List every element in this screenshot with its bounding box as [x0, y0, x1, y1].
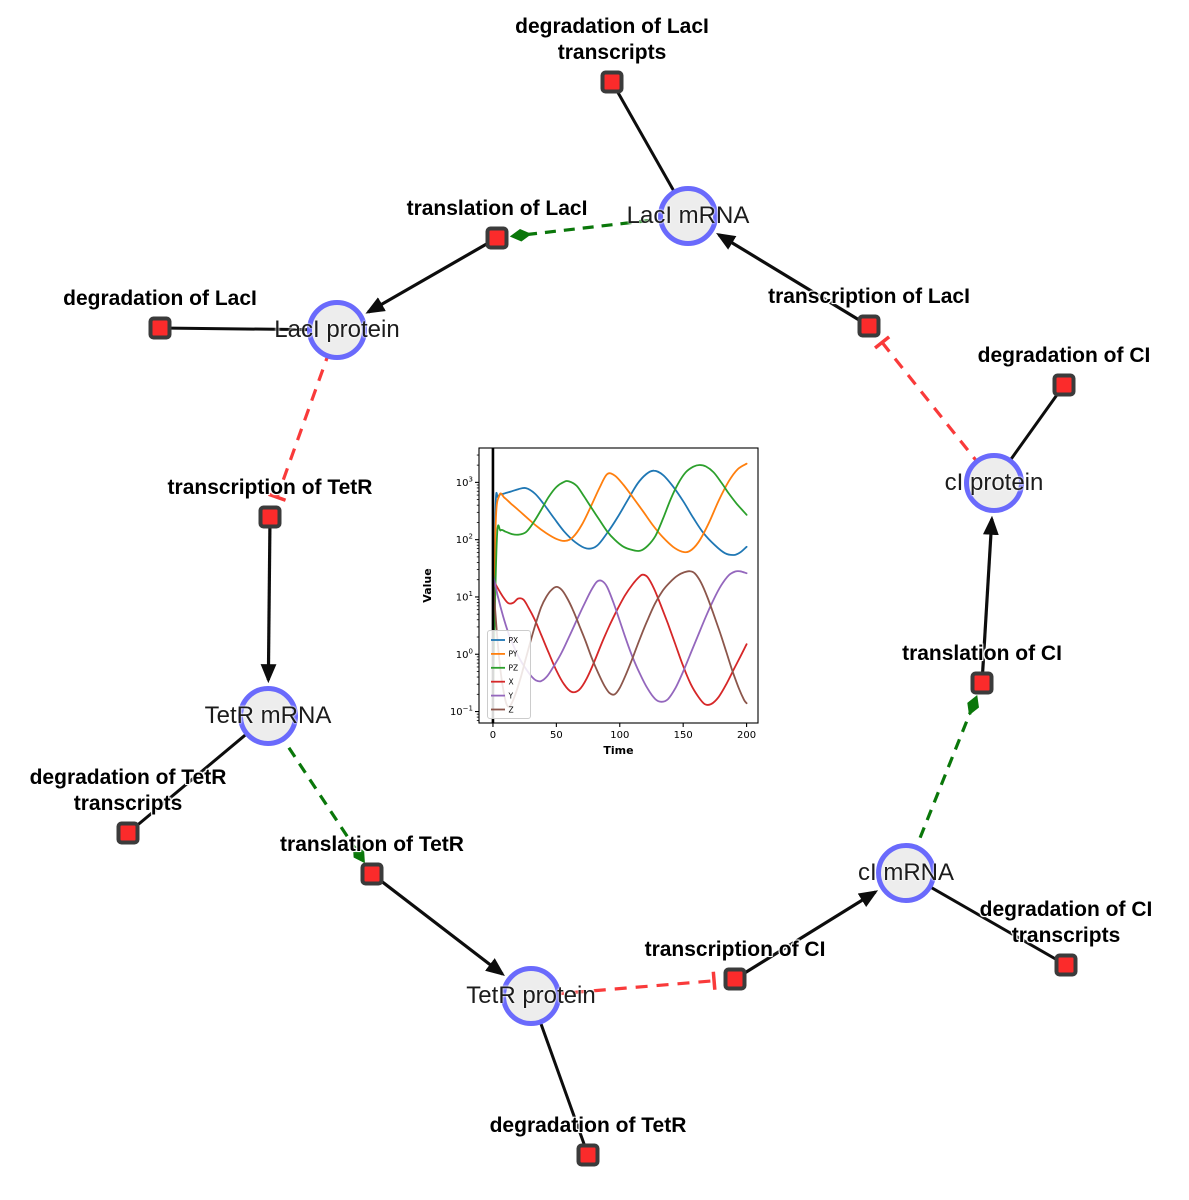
species-node-cI_protein[interactable]	[964, 453, 1024, 513]
reaction-node-transl_cI[interactable]	[970, 671, 994, 695]
legend-label-PY: PY	[509, 650, 518, 659]
reaction-label-transl_tetR: translation of TetR	[280, 833, 464, 856]
series-PZ	[492, 464, 748, 703]
species-node-tetR_mRNA[interactable]	[238, 686, 298, 746]
legend-label-Y: Y	[508, 691, 514, 700]
species-node-tetR_protein[interactable]	[501, 966, 561, 1026]
reaction-label-deg_lacI_tx: degradation of LacI transcripts	[515, 15, 709, 64]
reaction-node-deg_tetR[interactable]	[576, 1143, 600, 1167]
y-tick-label: 103	[456, 475, 473, 489]
reaction-label-deg_tetR: degradation of TetR	[489, 1114, 687, 1137]
series-X	[492, 573, 748, 706]
edge-production-txn_cI-cI_mRNA	[734, 890, 879, 981]
reaction-label-deg_cI: degradation of CI	[977, 344, 1151, 367]
reaction-label-txn_tetR: transcription of TetR	[167, 476, 373, 499]
series-PY	[492, 462, 748, 703]
legend-label-PX: PX	[509, 636, 519, 645]
edge-production-txn_lacI-lacI_mRNA	[716, 233, 870, 328]
reaction-node-txn_lacI[interactable]	[857, 314, 881, 338]
edge-production-transl_tetR-tetR_protein	[371, 872, 505, 977]
reaction-label-txn_lacI: transcription of LacI	[768, 285, 970, 308]
species-label-tetR_mRNA: TetR mRNA	[204, 702, 332, 729]
edge-inhibition-txn_cI-tetR_protein	[530, 971, 717, 998]
plot-frame	[478, 447, 759, 724]
plot-legend: PX PY PZ XYZ	[487, 630, 531, 719]
reaction-node-txn_cI[interactable]	[723, 967, 747, 991]
species-label-lacI_mRNA: LacI mRNA	[626, 202, 750, 229]
reaction-node-deg_lacI_tx[interactable]	[600, 70, 624, 94]
species-node-lacI_protein[interactable]	[307, 300, 367, 360]
reaction-label-transl_lacI: translation of LacI	[406, 197, 588, 220]
reaction-label-deg_tetR_tx: degradation of TetR transcripts	[29, 766, 227, 815]
legend-box	[487, 630, 531, 719]
x-tick-label: 100	[610, 730, 629, 741]
edge-production-transl_lacI-lacI_protein	[365, 236, 498, 314]
species-label-cI_protein: cI protein	[944, 469, 1044, 496]
reaction-node-transl_lacI[interactable]	[485, 226, 509, 250]
reaction-node-deg_tetR_tx[interactable]	[116, 821, 140, 845]
x-tick-label: 50	[550, 730, 563, 741]
legend-label-X: X	[509, 678, 514, 687]
legend-label-PZ: PZ	[509, 664, 519, 673]
y-tick-label: 100	[456, 647, 473, 661]
x-axis-label: Time	[603, 744, 633, 757]
reaction-node-txn_tetR[interactable]	[258, 505, 282, 529]
y-axis-label: Value	[421, 568, 434, 602]
x-tick-label: 200	[737, 730, 756, 741]
y-tick-label: 101	[456, 590, 473, 604]
reaction-node-deg_lacI[interactable]	[148, 316, 172, 340]
reaction-node-deg_cI[interactable]	[1052, 373, 1076, 397]
reaction-label-transl_cI: translation of CI	[902, 642, 1062, 665]
species-label-lacI_protein: LacI protein	[274, 316, 400, 343]
edge-production-transl_cI-cI_protein	[980, 515, 999, 684]
reaction-label-deg_cI_tx: degradation of CI transcripts	[979, 898, 1153, 947]
reaction-node-transl_tetR[interactable]	[360, 862, 384, 886]
x-tick-label: 0	[490, 730, 496, 741]
species-node-lacI_mRNA[interactable]	[658, 186, 718, 246]
reaction-label-deg_lacI: degradation of LacI	[63, 287, 257, 310]
edge-production-txn_tetR-tetR_mRNA	[260, 516, 277, 684]
reaction-label-txn_cI: transcription of CI	[644, 938, 826, 961]
edge-modifier-transl_cI-cI_mRNA	[904, 694, 979, 874]
y-tick-label: 102	[456, 533, 473, 547]
reaction-node-deg_cI_tx[interactable]	[1054, 953, 1078, 977]
y-tick-label: 10−1	[450, 705, 473, 719]
species-label-tetR_protein: TetR protein	[466, 982, 596, 1009]
legend-label-Z: Z	[509, 705, 514, 714]
species-label-cI_mRNA: cI mRNA	[858, 859, 954, 886]
edge-consumption-deg_cI_tx-cI_mRNA	[905, 871, 1067, 967]
species-node-cI_mRNA[interactable]	[876, 843, 936, 903]
x-tick-label: 150	[674, 730, 693, 741]
